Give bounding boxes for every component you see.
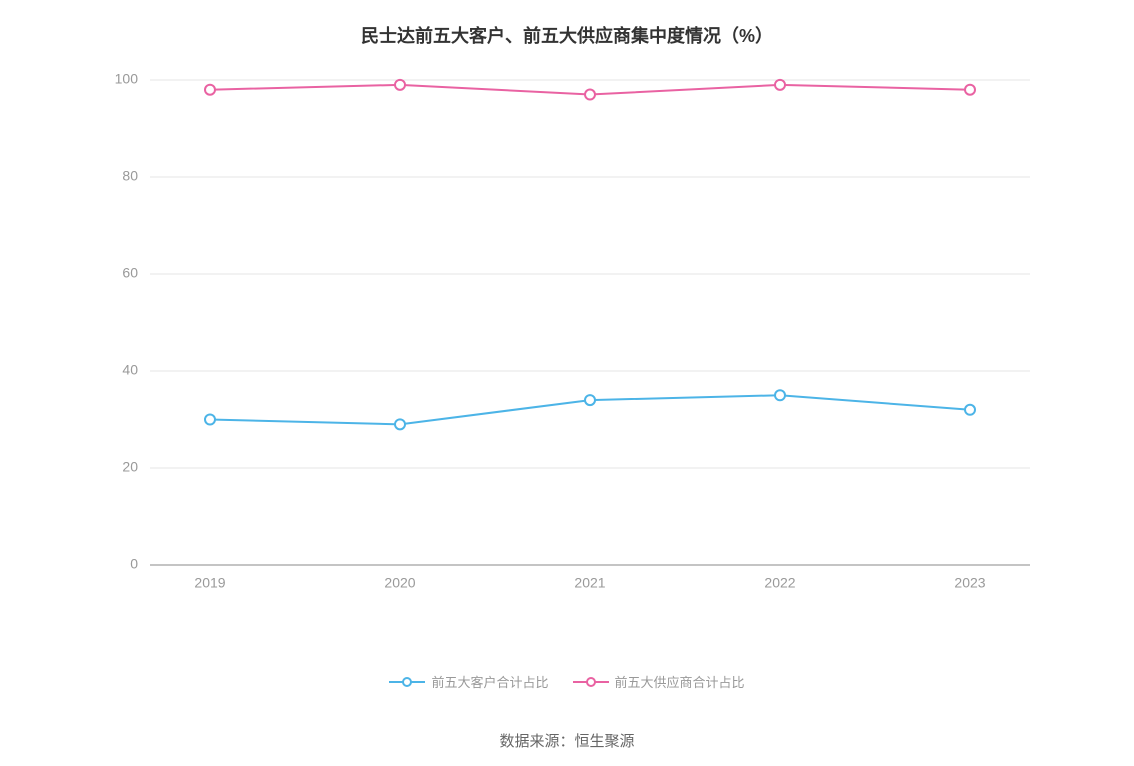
series-marker-0 xyxy=(585,395,595,405)
series-marker-1 xyxy=(585,90,595,100)
x-tick-label: 2021 xyxy=(574,574,605,590)
series-marker-0 xyxy=(775,390,785,400)
series-marker-1 xyxy=(395,80,405,90)
y-tick-label: 40 xyxy=(122,362,138,378)
x-tick-label: 2020 xyxy=(384,574,415,590)
y-tick-label: 20 xyxy=(122,459,138,475)
legend: 前五大客户合计占比 前五大供应商合计占比 xyxy=(0,672,1134,691)
chart-svg: 0 20 40 60 80 100 2019 2020 2021 2022 2023 xyxy=(110,70,1050,595)
legend-marker-icon xyxy=(573,675,609,689)
chart-title: 民士达前五大客户、前五大供应商集中度情况（%） xyxy=(0,0,1134,48)
series-marker-0 xyxy=(395,419,405,429)
legend-item-0[interactable]: 前五大客户合计占比 xyxy=(389,672,548,691)
x-tick-label: 2019 xyxy=(194,574,225,590)
y-tick-label: 0 xyxy=(130,556,138,572)
y-tick-label: 80 xyxy=(122,168,138,184)
legend-label: 前五大客户合计占比 xyxy=(431,672,548,691)
data-source-label: 数据来源：恒生聚源 xyxy=(0,730,1134,751)
x-tick-label: 2023 xyxy=(954,574,985,590)
series-marker-0 xyxy=(965,405,975,415)
legend-label: 前五大供应商合计占比 xyxy=(615,672,745,691)
series-marker-1 xyxy=(775,80,785,90)
legend-marker-icon xyxy=(389,675,425,689)
series-marker-1 xyxy=(205,85,215,95)
series-marker-0 xyxy=(205,415,215,425)
series-marker-1 xyxy=(965,85,975,95)
y-tick-label: 60 xyxy=(122,265,138,281)
chart-plot-area: 0 20 40 60 80 100 2019 2020 2021 2022 2023 xyxy=(110,70,1050,595)
y-tick-label: 100 xyxy=(115,71,139,87)
legend-item-1[interactable]: 前五大供应商合计占比 xyxy=(573,672,745,691)
x-tick-label: 2022 xyxy=(764,574,795,590)
